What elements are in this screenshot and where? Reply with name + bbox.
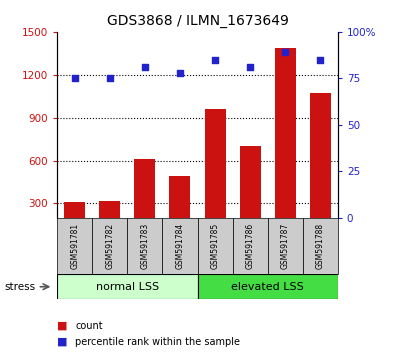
Point bbox=[282, 50, 288, 55]
Text: GSM591782: GSM591782 bbox=[105, 223, 115, 269]
Text: ■: ■ bbox=[57, 321, 68, 331]
Bar bbox=[239, 146, 261, 246]
Bar bbox=[169, 176, 190, 246]
Bar bbox=[233, 218, 267, 274]
Text: GSM591785: GSM591785 bbox=[211, 223, 220, 269]
Bar bbox=[310, 93, 331, 246]
Text: GSM591783: GSM591783 bbox=[140, 223, 149, 269]
Bar bbox=[127, 218, 162, 274]
Bar bbox=[303, 218, 338, 274]
Bar bbox=[57, 218, 92, 274]
Bar bbox=[57, 274, 198, 299]
Text: ■: ■ bbox=[57, 337, 68, 347]
Text: GSM591786: GSM591786 bbox=[246, 223, 255, 269]
Point bbox=[177, 70, 183, 76]
Text: elevated LSS: elevated LSS bbox=[231, 282, 304, 292]
Point bbox=[71, 75, 78, 81]
Bar bbox=[267, 218, 303, 274]
Text: GSM591787: GSM591787 bbox=[280, 223, 290, 269]
Text: count: count bbox=[75, 321, 103, 331]
Point bbox=[247, 64, 253, 70]
Bar bbox=[198, 274, 338, 299]
Text: GSM591784: GSM591784 bbox=[175, 223, 184, 269]
Bar bbox=[162, 218, 198, 274]
Text: stress: stress bbox=[4, 282, 35, 292]
Bar bbox=[64, 202, 85, 246]
Text: GSM591781: GSM591781 bbox=[70, 223, 79, 269]
Bar bbox=[99, 201, 120, 246]
Bar bbox=[198, 218, 233, 274]
Bar bbox=[134, 159, 156, 246]
Bar bbox=[205, 109, 226, 246]
Point bbox=[107, 75, 113, 81]
Bar bbox=[275, 47, 295, 246]
Text: GSM591788: GSM591788 bbox=[316, 223, 325, 269]
Point bbox=[317, 57, 324, 63]
Point bbox=[142, 64, 148, 70]
Bar bbox=[92, 218, 127, 274]
Text: percentile rank within the sample: percentile rank within the sample bbox=[75, 337, 240, 347]
Text: normal LSS: normal LSS bbox=[96, 282, 159, 292]
Text: GDS3868 / ILMN_1673649: GDS3868 / ILMN_1673649 bbox=[107, 14, 288, 28]
Point bbox=[212, 57, 218, 63]
